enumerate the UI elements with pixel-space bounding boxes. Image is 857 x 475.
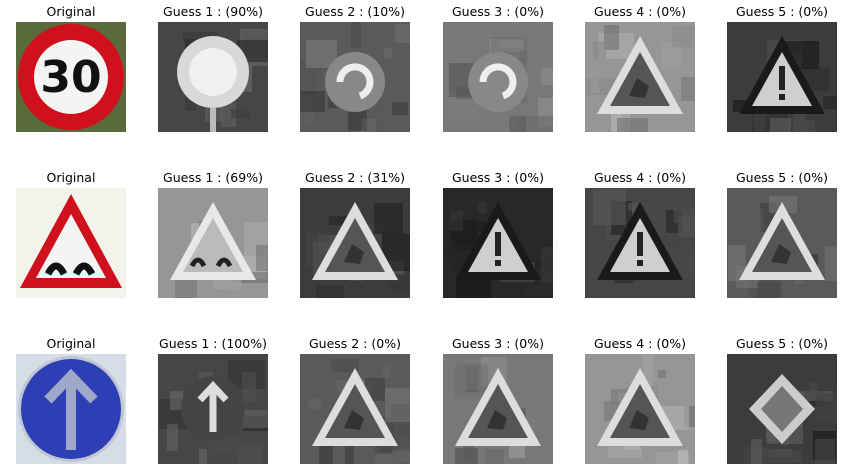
roundabout-arrow [336,63,374,100]
sign-symbol [771,244,791,264]
cell-title: Guess 5 : (0%) [736,4,828,19]
sign-symbol [344,410,364,430]
guess-image [443,188,553,298]
guess-image [585,188,695,298]
sign-face [610,52,670,106]
cell-title: Guess 2 : (31%) [305,170,405,185]
cell-title: Guess 3 : (0%) [452,336,544,351]
cell-title: Guess 4 : (0%) [594,4,686,19]
exclamation-dot [637,260,643,266]
sign-symbol [487,410,507,430]
cell-title: Guess 1 : (100%) [159,336,267,351]
exclamation-mark [637,232,643,256]
sign-face [189,48,237,96]
sign-face [325,384,385,438]
guess-image [727,354,837,464]
guess-image [443,354,553,464]
guess-image [300,354,410,464]
exclamation-mark [495,232,501,256]
original-image [16,188,126,298]
sign-face [610,384,670,438]
cell-title: Guess 4 : (0%) [594,336,686,351]
sign-symbol [629,410,649,430]
speed-value: 30 [40,52,101,103]
original-image: 30 [16,22,126,132]
guess-image [727,188,837,298]
roundabout-arrow [479,63,517,100]
guess-image [158,188,268,298]
bumps-symbol [189,257,233,268]
cell-title: Guess 3 : (0%) [452,170,544,185]
guess-image [300,22,410,132]
guess-image [158,22,268,132]
cell-title: Original [46,4,96,19]
sign-face [761,386,803,432]
cell-title: Guess 2 : (10%) [305,4,405,19]
sign-face [325,218,385,272]
cell-title: Guess 5 : (0%) [736,336,828,351]
cell-title: Guess 4 : (0%) [594,170,686,185]
sign-border [325,52,385,112]
bumps-symbol [44,262,96,276]
exclamation-mark [779,66,785,90]
cell-title: Guess 3 : (0%) [452,4,544,19]
guess-image [585,22,695,132]
sign-pole [210,108,216,132]
guess-image [443,22,553,132]
guess-image [300,188,410,298]
cell-title: Original [46,170,96,185]
arrow-up-icon [197,380,229,432]
sign-border [468,52,528,112]
cell-title: Guess 1 : (90%) [163,4,263,19]
sign-face [34,40,108,114]
cell-title: Guess 2 : (0%) [309,336,401,351]
sign-face [752,218,812,272]
cell-title: Guess 5 : (0%) [736,170,828,185]
sign-symbol [629,78,649,98]
exclamation-dot [495,260,501,266]
sign-face [468,384,528,438]
sign-face [36,214,106,278]
guess-image [585,354,695,464]
guess-image [727,22,837,132]
cell-title: Guess 1 : (69%) [163,170,263,185]
arrow-up-icon [44,368,98,450]
original-image [16,354,126,464]
exclamation-dot [779,94,785,100]
guess-image [158,354,268,464]
sign-symbol [344,244,364,264]
cell-title: Original [46,336,96,351]
